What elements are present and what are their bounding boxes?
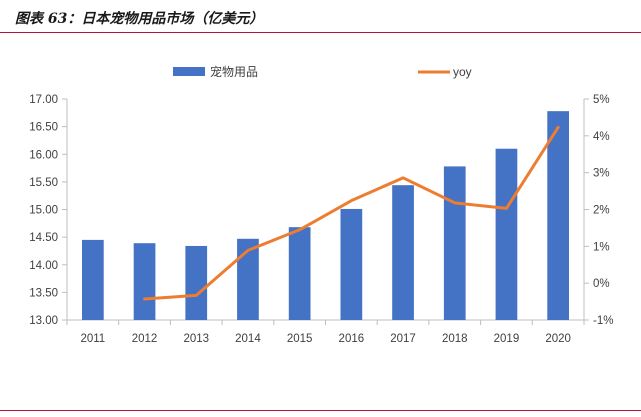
bar [237,238,259,320]
right-tick-label: 3% [593,168,610,180]
x-tick-label: 2014 [235,333,261,345]
x-tick-label: 2011 [80,333,105,345]
legend-label-line: yoy [453,65,472,79]
x-tick-label: 2017 [390,333,416,345]
x-tick-label: 2015 [287,333,313,345]
left-tick-label: 13.00 [29,315,58,327]
bar [443,166,466,320]
bar [288,227,311,320]
x-tick-label: 2012 [132,333,158,345]
bar [547,111,570,320]
left-tick-label: 14.50 [29,232,58,244]
x-tick-label: 2018 [442,333,468,345]
bar [133,243,156,320]
left-tick-label: 13.50 [29,287,58,299]
left-tick-label: 15.50 [29,177,58,189]
right-tick-label: 4% [593,131,610,143]
right-axis: -1% 0% 1% 2% 3% 4% 5% [583,94,613,327]
bar [392,185,414,320]
left-tick-label: 16.50 [29,122,58,134]
left-tick-label: 14.00 [29,260,58,272]
bar [185,245,208,320]
right-tick-label: 2% [593,205,610,217]
right-tick-label: 1% [593,241,610,253]
left-tick-label: 17.00 [29,94,58,106]
bar-series [81,111,570,320]
legend-swatch-bar [173,67,205,76]
left-tick-label: 15.00 [29,205,58,217]
left-axis: 13.00 13.50 14.00 14.50 15.00 15.50 16.00 16.50… [29,94,68,327]
bar [495,148,518,320]
right-tick-label: 5% [593,94,610,106]
line-series [143,125,560,301]
right-tick-label: 0% [593,278,610,290]
legend-label-bar: 宠物用品 [210,64,258,79]
right-tick-label: -1% [593,315,613,327]
bar [81,239,104,320]
figure-caption: 图表 63：日本宠物用品市场（亿美元） [0,0,641,34]
left-tick-label: 16.00 [29,149,58,161]
x-axis: 2011 2012 2013 2014 2015 2016 2017 2018 2019 2020 [66,319,585,345]
x-tick-label: 2019 [494,333,520,345]
x-tick-label: 2013 [183,333,209,345]
bar [340,208,363,320]
bottom-divider [0,410,641,411]
x-tick-label: 2016 [339,333,365,345]
figure-title: 图表 63：日本宠物用品市场（亿美元） [15,11,264,27]
x-tick-label: 2020 [545,333,571,345]
chart-legend: 宠物用品 yoy [173,64,472,79]
caption-divider [0,32,641,33]
